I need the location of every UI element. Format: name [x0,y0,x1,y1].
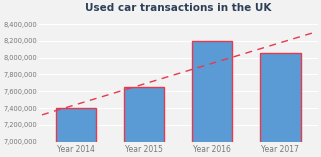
Bar [192,41,232,157]
Title: Used car transactions in the UK: Used car transactions in the UK [85,3,271,14]
Bar [260,54,300,157]
Bar [56,108,96,157]
Bar [124,87,164,157]
